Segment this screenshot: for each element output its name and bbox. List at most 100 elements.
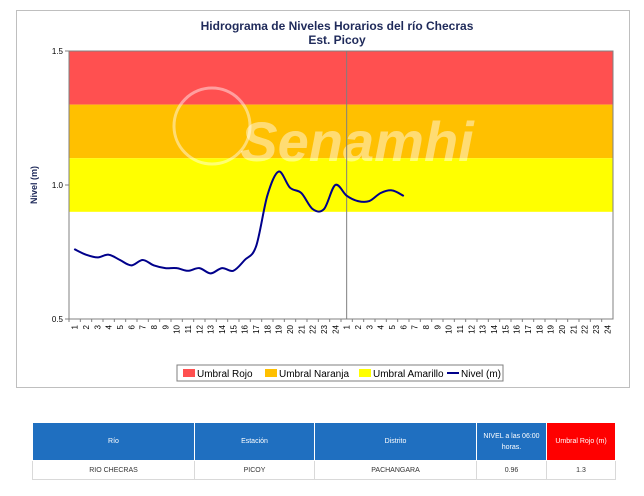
x-tick-label: 4 (105, 324, 114, 329)
x-tick-label: 23 (320, 324, 329, 333)
series-point (323, 208, 325, 210)
cell-estacion: PICOY (194, 460, 315, 480)
legend-box (176, 364, 504, 382)
y-axis-title: Nivel (m) (29, 166, 39, 204)
series-point (402, 194, 405, 197)
x-tick-label: 20 (286, 324, 295, 333)
x-tick-label: 5 (116, 324, 125, 329)
series-point (164, 267, 167, 269)
x-tick-label: 19 (275, 324, 284, 333)
legend-swatch-2 (265, 369, 277, 377)
x-tick-label: 3 (365, 324, 374, 329)
series-point (243, 259, 246, 261)
x-tick-label: 3 (93, 324, 102, 329)
series-point (379, 192, 382, 194)
x-tick-label: 15 (501, 324, 510, 333)
threshold-band-3 (69, 158, 613, 212)
header-nivel: NIVEL a las 06:00 horas. (476, 422, 547, 461)
x-tick-label: 24 (603, 324, 612, 333)
series-point (130, 264, 133, 267)
series-point (300, 192, 303, 194)
series-point (289, 186, 291, 189)
cell-nivel: 0.96 (476, 460, 547, 480)
x-tick-label: 17 (524, 324, 533, 333)
series-point (141, 259, 144, 261)
x-tick-label: 19 (547, 324, 556, 333)
x-tick-label: 21 (569, 324, 578, 333)
sun-logo-watermark (172, 86, 252, 166)
series-point (96, 256, 99, 259)
series-point (153, 264, 155, 267)
x-tick-label: 13 (207, 324, 216, 333)
series-point (232, 269, 235, 272)
header-estacion: Estación (194, 422, 315, 461)
series-point (119, 259, 121, 261)
header-umbral-rojo: Umbral Rojo (m) (546, 422, 616, 461)
x-tick-label: 15 (229, 324, 238, 333)
x-tick-label: 1 (71, 324, 80, 329)
x-tick-label: 12 (195, 324, 204, 333)
y-tick-label: 1.0 (52, 181, 64, 190)
series-point (311, 208, 314, 210)
legend-label-1: Umbral Rojo (197, 369, 253, 380)
station-info-table: Río Estación Distrito NIVEL a las 06:00 … (32, 422, 616, 480)
x-tick-label: 18 (263, 324, 272, 333)
x-tick-label: 22 (309, 324, 318, 333)
series-point (277, 170, 280, 173)
series-point (357, 200, 359, 202)
series-line-nivel (74, 170, 404, 275)
x-tick-label: 11 (456, 324, 465, 333)
x-tick-label: 6 (127, 324, 136, 329)
senamhi-watermark: Senamhi (240, 110, 475, 173)
series-point (221, 267, 223, 269)
legend-label-2: Umbral Naranja (279, 369, 349, 380)
series-point (334, 184, 337, 186)
x-tick-label: 12 (467, 324, 476, 333)
series-point (73, 248, 76, 251)
chart-title: Hidrograma de Niveles Horarios del río C… (201, 19, 474, 33)
y-tick-label: 0.5 (52, 315, 64, 324)
x-tick-label: 6 (399, 324, 408, 329)
hydrograph-chart: Hidrograma de Niveles Horarios del río C… (29, 19, 614, 382)
x-tick-label: 10 (445, 324, 454, 333)
x-tick-label: 10 (173, 324, 182, 333)
table-row: RIO CHECRAS PICOY PACHANGARA 0.96 1.3 (32, 460, 616, 480)
legend-label-3: Umbral Amarillo (373, 369, 444, 380)
series-point (345, 194, 348, 197)
series-point (187, 269, 189, 272)
series-point (391, 189, 393, 192)
header-rio: Río (32, 422, 195, 461)
x-tick-label: 2 (354, 324, 363, 329)
legend-swatch-1 (183, 369, 195, 377)
series-point (209, 272, 212, 275)
series-point (107, 253, 110, 256)
cell-umbral-rojo: 1.3 (546, 460, 616, 480)
x-tick-label: 8 (150, 324, 159, 329)
series-point (266, 194, 269, 197)
x-tick-label: 21 (297, 324, 306, 333)
table-header-row: Río Estación Distrito NIVEL a las 06:00 … (32, 422, 616, 461)
x-tick-label: 24 (331, 324, 340, 333)
x-tick-label: 23 (592, 324, 601, 333)
x-tick-label: 2 (82, 324, 91, 329)
legend-swatch-3 (359, 369, 371, 377)
chart-frame: Hidrograma de Niveles Horarios del río C… (16, 10, 630, 388)
x-tick-label: 9 (161, 324, 170, 329)
series-point (198, 267, 201, 269)
legend-label-4: Nivel (m) (461, 369, 501, 380)
x-tick-label: 20 (558, 324, 567, 333)
x-tick-label: 16 (241, 324, 250, 333)
series-point (85, 253, 87, 256)
x-tick-label: 7 (139, 324, 148, 329)
y-tick-label: 1.5 (52, 47, 64, 56)
x-tick-label: 4 (377, 324, 386, 329)
chart-subtitle: Est. Picoy (308, 33, 366, 47)
threshold-band-1 (69, 51, 613, 105)
series-point (368, 200, 371, 202)
header-distrito: Distrito (314, 422, 477, 461)
x-tick-label: 14 (490, 324, 499, 333)
x-tick-label: 11 (184, 324, 193, 333)
x-tick-label: 14 (218, 324, 227, 333)
series-point (175, 267, 178, 269)
x-tick-label: 13 (479, 324, 488, 333)
